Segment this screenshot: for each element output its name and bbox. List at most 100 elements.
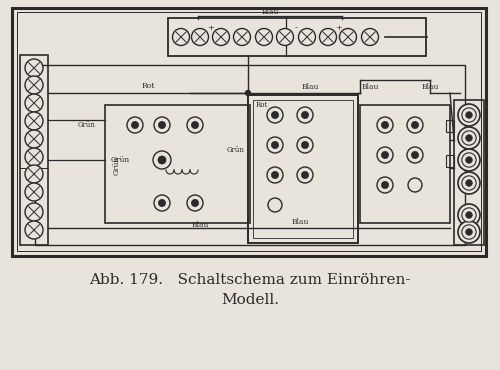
Bar (168, 18, 426, 56)
Text: Rot: Rot (256, 101, 268, 109)
Circle shape (462, 131, 476, 145)
Circle shape (267, 107, 283, 123)
Circle shape (466, 180, 472, 186)
Text: Abb. 179.   Schaltschema zum Einröhren-: Abb. 179. Schaltschema zum Einröhren- (89, 273, 411, 287)
Circle shape (362, 28, 378, 46)
Text: Rot: Rot (142, 82, 154, 90)
Circle shape (458, 204, 480, 226)
Circle shape (25, 165, 43, 183)
Circle shape (412, 151, 418, 159)
Circle shape (172, 28, 190, 46)
Circle shape (462, 225, 476, 239)
Circle shape (154, 117, 170, 133)
Circle shape (407, 117, 423, 133)
Bar (12, 8, 486, 256)
Bar (446, 155, 454, 167)
Circle shape (382, 151, 388, 159)
Circle shape (408, 178, 422, 192)
Circle shape (466, 157, 472, 163)
Circle shape (462, 153, 476, 167)
Circle shape (153, 151, 171, 169)
Bar (253, 100, 353, 238)
Circle shape (158, 199, 166, 206)
Circle shape (458, 104, 480, 126)
Circle shape (297, 137, 313, 153)
Circle shape (192, 121, 198, 129)
Circle shape (377, 117, 393, 133)
Circle shape (246, 91, 250, 95)
Circle shape (462, 108, 476, 122)
Circle shape (127, 117, 143, 133)
Circle shape (412, 121, 418, 129)
Text: Grün: Grün (110, 156, 130, 164)
Circle shape (382, 181, 388, 189)
Text: -: - (294, 24, 298, 32)
Circle shape (25, 183, 43, 201)
Circle shape (377, 177, 393, 193)
Circle shape (462, 208, 476, 222)
Circle shape (25, 94, 43, 112)
Bar (20, 55, 48, 245)
Bar (35, 65, 465, 245)
Circle shape (272, 171, 278, 179)
Text: +: + (208, 24, 214, 32)
Circle shape (158, 156, 166, 164)
Circle shape (268, 198, 282, 212)
Text: Modell.: Modell. (221, 293, 279, 307)
Circle shape (25, 59, 43, 77)
Circle shape (25, 130, 43, 148)
Circle shape (466, 112, 472, 118)
Circle shape (302, 171, 308, 179)
Circle shape (382, 121, 388, 129)
Circle shape (276, 28, 293, 46)
Circle shape (272, 141, 278, 149)
Circle shape (234, 28, 250, 46)
Circle shape (458, 172, 480, 194)
Circle shape (154, 195, 170, 211)
Circle shape (272, 111, 278, 119)
Circle shape (407, 147, 423, 163)
Text: Blau: Blau (192, 221, 208, 229)
Bar (454, 100, 484, 245)
Circle shape (132, 121, 138, 129)
Circle shape (192, 199, 198, 206)
Circle shape (297, 107, 313, 123)
Circle shape (302, 141, 308, 149)
Circle shape (212, 28, 230, 46)
Circle shape (25, 112, 43, 130)
Circle shape (340, 28, 356, 46)
Circle shape (267, 137, 283, 153)
Circle shape (25, 221, 43, 239)
Circle shape (377, 147, 393, 163)
Circle shape (458, 221, 480, 243)
Text: Grün: Grün (78, 121, 96, 129)
Bar (360, 105, 450, 223)
Circle shape (462, 176, 476, 190)
Circle shape (158, 121, 166, 129)
Text: Blau: Blau (262, 8, 278, 16)
Text: Blau: Blau (302, 83, 318, 91)
Circle shape (187, 117, 203, 133)
Circle shape (466, 212, 472, 218)
Bar (248, 95, 358, 243)
Bar (105, 105, 250, 223)
Circle shape (320, 28, 336, 46)
Text: +: + (336, 24, 342, 32)
Circle shape (458, 149, 480, 171)
Circle shape (25, 203, 43, 221)
Circle shape (192, 28, 208, 46)
Bar (17, 12, 481, 251)
Circle shape (25, 76, 43, 94)
Circle shape (466, 229, 472, 235)
Circle shape (302, 111, 308, 119)
Circle shape (187, 195, 203, 211)
Text: Blau: Blau (362, 83, 378, 91)
Text: Blau: Blau (422, 83, 438, 91)
Circle shape (25, 148, 43, 166)
Circle shape (267, 167, 283, 183)
Text: Grün: Grün (227, 146, 245, 154)
Circle shape (458, 127, 480, 149)
Circle shape (298, 28, 316, 46)
Text: Blau: Blau (292, 218, 308, 226)
Circle shape (466, 135, 472, 141)
